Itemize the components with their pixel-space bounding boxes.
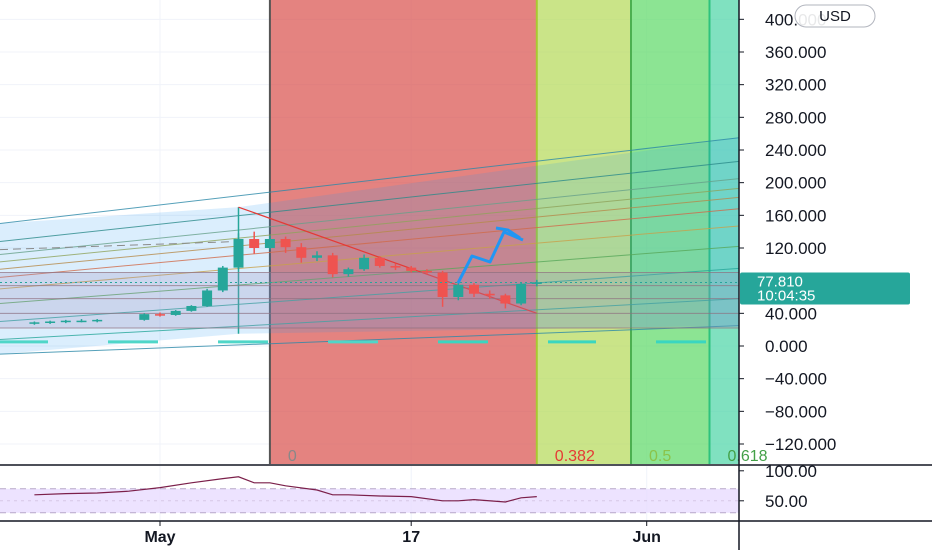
x-tick-label: 17	[402, 529, 420, 546]
candle-body	[264, 239, 275, 248]
pitchfork-line	[0, 196, 739, 270]
candle-body	[280, 239, 291, 248]
x-tick-label: May	[144, 529, 175, 546]
fib-zone-label-0.5: 0.5	[649, 448, 671, 465]
rsi-tick-label: 100.00	[765, 462, 817, 481]
candle-body	[516, 283, 527, 304]
currency-label: USD	[819, 8, 851, 25]
currency-button[interactable]: USD	[794, 4, 876, 28]
pitchfork-line	[0, 208, 739, 278]
candle-body	[374, 257, 385, 266]
last-price-value: 77.810	[757, 273, 803, 290]
fib-zone-0.382	[536, 0, 631, 464]
pitchfork-line	[0, 298, 739, 340]
last-price-label: 77.810 10:04:35	[740, 272, 910, 305]
candle-body	[139, 314, 150, 320]
countdown-timer: 10:04:35	[757, 287, 815, 304]
candle-body	[406, 267, 417, 271]
pitchfork-median	[0, 240, 239, 251]
y-tick-label: 320.000	[765, 76, 826, 95]
pitchfork-line	[0, 325, 739, 355]
rsi-band	[0, 488, 739, 513]
candle-body	[531, 282, 542, 284]
candle-body	[359, 257, 370, 270]
range-box	[0, 272, 739, 329]
candle-body	[312, 255, 322, 258]
candle-body	[170, 310, 181, 315]
projection-arrowhead	[495, 226, 521, 240]
candle-body	[437, 272, 448, 297]
y-tick-label: 200.000	[765, 174, 826, 193]
y-tick-label: 280.000	[765, 108, 826, 127]
pitchfork-line	[0, 267, 739, 322]
pitchfork-line	[0, 245, 739, 305]
y-tick-label: 120.000	[765, 239, 826, 258]
pitchfork-drawing	[0, 137, 739, 355]
pitchfork-line	[0, 178, 739, 256]
pitchfork-line	[0, 225, 739, 290]
y-tick-label: −80.000	[765, 402, 827, 421]
candle-body	[343, 269, 354, 275]
x-tick-label: Jun	[632, 529, 660, 546]
candle-body	[453, 284, 464, 297]
fib-zone-label-0.618: 0.618	[728, 448, 768, 465]
candle-body	[296, 247, 307, 258]
candle-body	[390, 265, 401, 268]
pitchfork-line	[0, 187, 739, 263]
y-tick-label: 40.000	[765, 304, 817, 323]
candle-body	[217, 267, 228, 291]
candle-body	[29, 322, 40, 324]
pitchfork-fill	[0, 137, 739, 355]
fib-zone-label-0.382: 0.382	[555, 448, 595, 465]
rsi-line	[34, 476, 537, 503]
candle-body	[92, 319, 103, 322]
candles	[29, 231, 542, 325]
pitchfork-line	[0, 137, 739, 224]
y-tick-label: −120.000	[765, 435, 836, 454]
candle-body	[249, 239, 260, 248]
candle-body	[76, 320, 87, 323]
candle-body	[60, 320, 71, 323]
candle-body	[202, 290, 213, 306]
y-axis-ticks: 400.000360.000320.000280.000240.000200.0…	[739, 10, 836, 511]
candle-body	[45, 321, 56, 323]
x-axis-ticks: May 17 Jun	[144, 521, 661, 546]
rsi-pane	[0, 476, 739, 514]
rsi-tick-label: 50.00	[765, 492, 808, 511]
pitchfork-line	[0, 160, 739, 242]
pitchfork-diagonal	[238, 206, 538, 314]
candle-body	[500, 295, 511, 304]
drawings	[0, 226, 739, 344]
fib-zone-label-0: 0	[288, 448, 297, 465]
candle-body	[233, 239, 244, 268]
candle-body	[421, 270, 432, 273]
candle-body	[155, 314, 165, 316]
y-tick-label: −40.000	[765, 370, 827, 389]
y-tick-label: 360.000	[765, 43, 826, 62]
candle-body	[186, 305, 197, 311]
candle-body	[327, 255, 338, 275]
y-tick-label: 240.000	[765, 141, 826, 160]
y-tick-label: 0.000	[765, 337, 808, 356]
fib-zone-0.618	[709, 0, 739, 464]
fib-zone-labels: 0 0.382 0.5 0.618	[288, 448, 768, 465]
projection-arrow	[456, 230, 524, 284]
candle-body	[484, 293, 495, 296]
y-tick-label: 160.000	[765, 206, 826, 225]
candle-body	[469, 284, 479, 294]
